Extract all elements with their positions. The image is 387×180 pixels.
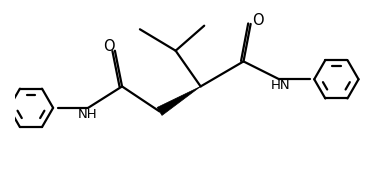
Text: NH: NH — [77, 108, 97, 121]
Polygon shape — [157, 86, 200, 115]
Text: O: O — [103, 39, 114, 54]
Text: O: O — [252, 13, 264, 28]
Text: HN: HN — [271, 79, 291, 92]
